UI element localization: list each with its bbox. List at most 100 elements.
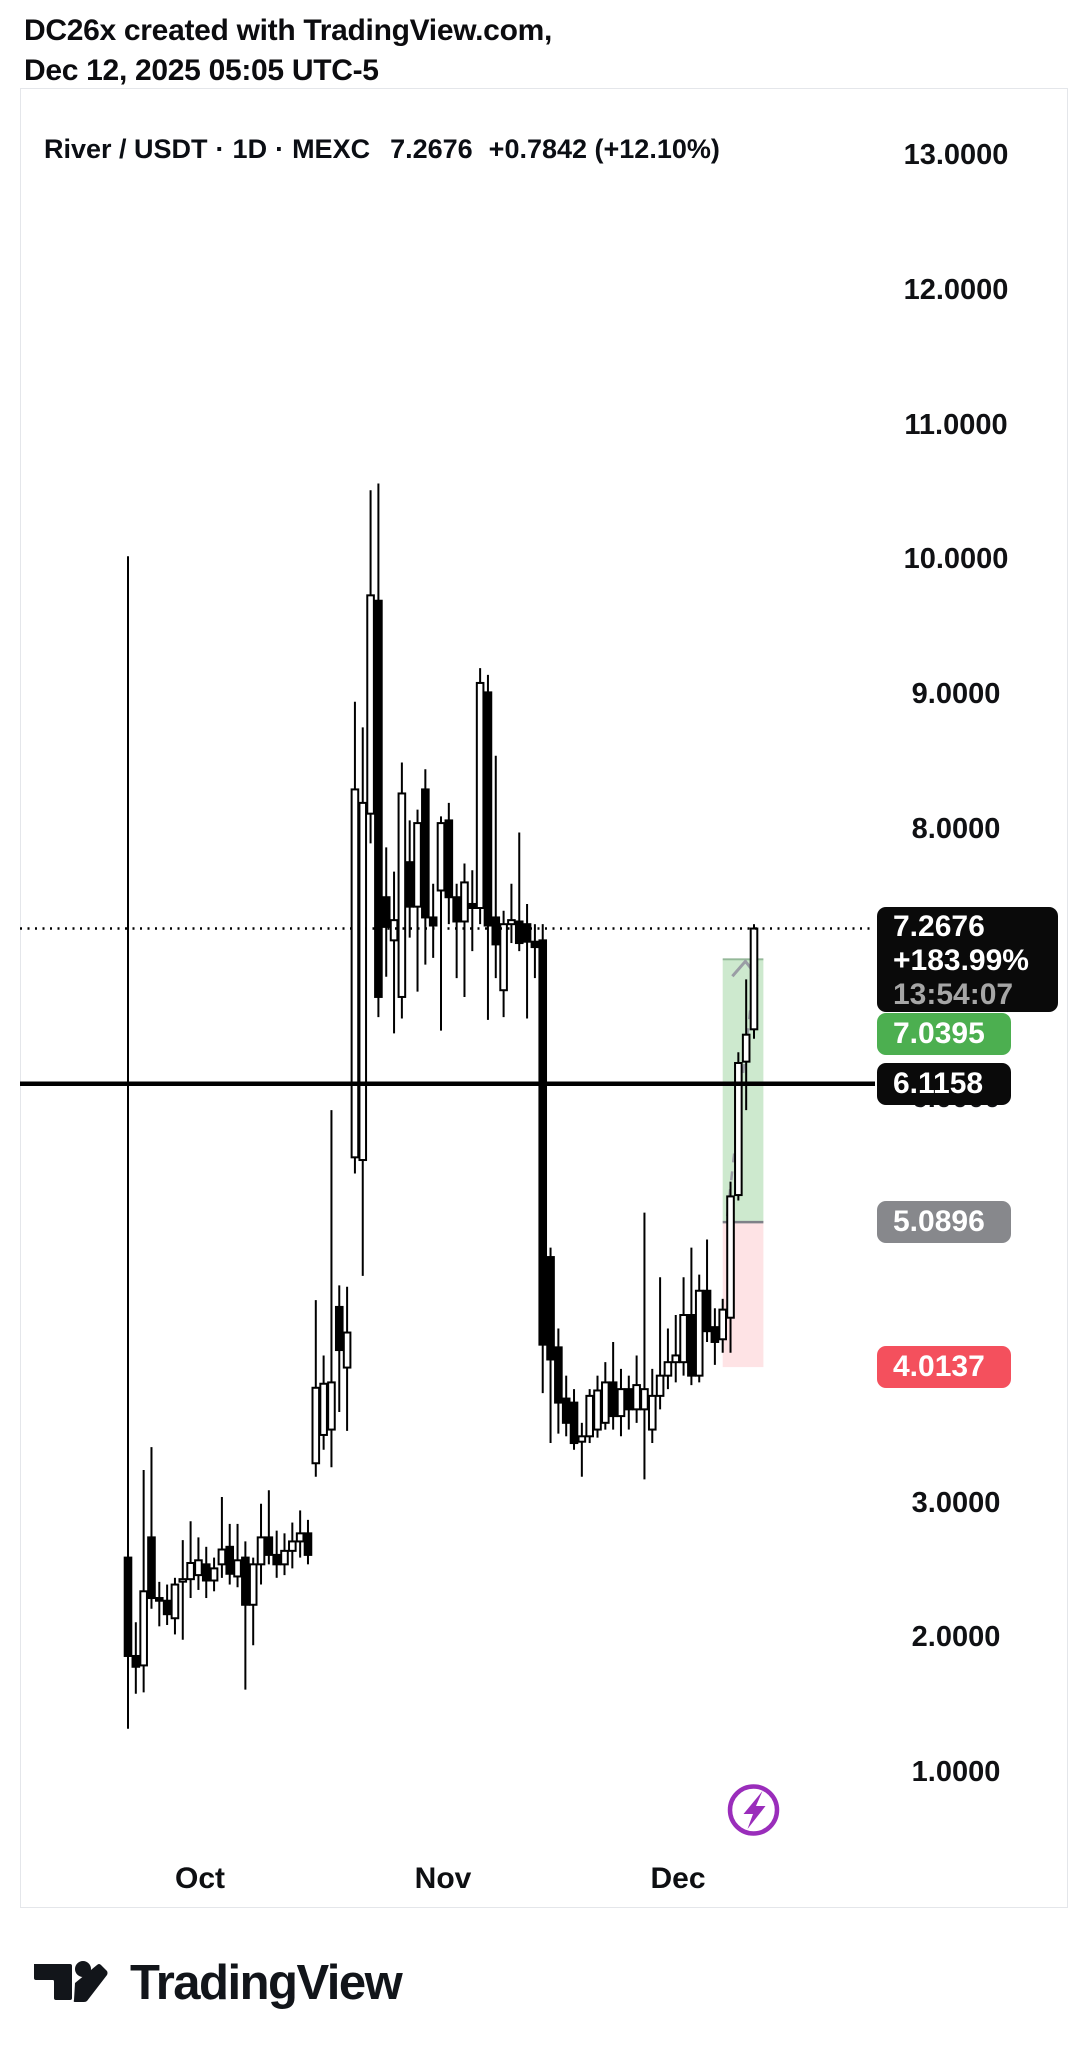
candle-body-up — [209, 1567, 219, 1582]
time-axis-label-dec: Dec — [650, 1862, 706, 1895]
candle-body-up — [640, 1388, 649, 1411]
candle-body-up — [655, 1374, 665, 1397]
candle-body-down — [483, 691, 493, 927]
attribution-line2: Dec 12, 2025 05:05 UTC-5 — [24, 54, 379, 87]
candle-body-down — [444, 819, 454, 899]
candle-body-up — [366, 594, 375, 815]
symbol-name[interactable]: River / USDT — [44, 134, 208, 164]
current-price-value: 7.2676 — [893, 910, 985, 944]
candle-body-up — [741, 1033, 751, 1063]
price-tick-label: 13.0000 — [903, 138, 1009, 171]
candle-body-up — [389, 919, 399, 942]
candle-body-down — [421, 788, 430, 919]
candle-body-up — [616, 1388, 626, 1418]
candle-body-down — [334, 1305, 344, 1352]
candle-body-down — [561, 1397, 571, 1424]
candle-body-up — [671, 1354, 681, 1364]
candle-body-up — [186, 1561, 195, 1581]
candle-body-up — [194, 1559, 203, 1577]
candle-body-up — [601, 1381, 610, 1424]
candle-body-up — [217, 1548, 227, 1566]
entry-price-badge: 5.0896 — [877, 1201, 1011, 1244]
candle-body-up — [319, 1382, 328, 1436]
candle-body-down — [155, 1597, 164, 1602]
candle-body-up — [248, 1563, 258, 1606]
candle-body-up — [311, 1386, 321, 1465]
candle-body-down — [702, 1289, 712, 1333]
candle-body-up — [327, 1381, 336, 1431]
candle-body-down — [405, 861, 414, 908]
candle-body-down — [147, 1536, 156, 1600]
candle-body-down — [522, 923, 532, 943]
candle-body-down — [162, 1599, 172, 1616]
candle-body-down — [624, 1388, 634, 1411]
candle-body-down — [569, 1401, 579, 1445]
candle-body-down — [687, 1314, 696, 1377]
candle-body-up — [499, 923, 508, 992]
price-tick-label: 10.0000 — [903, 543, 1009, 576]
tradingview-footer[interactable]: TradingView — [28, 1950, 403, 2016]
candle-body-up — [694, 1289, 704, 1377]
candle-body-up — [679, 1314, 688, 1364]
candle-body-down — [491, 916, 501, 946]
candle-body-up — [350, 788, 360, 1159]
stop-loss-price-badge: 4.0137 — [877, 1346, 1011, 1389]
candle-body-down — [554, 1346, 563, 1404]
candle-body-up — [342, 1331, 352, 1369]
price-tick-label: 9.0000 — [911, 678, 1001, 711]
legend-separator1: · — [215, 134, 225, 164]
take-profit-price-badge: 7.0395 — [877, 1013, 1011, 1056]
last-price-value: 7.2676 — [390, 134, 473, 164]
current-price-badge: 7.2676 +183.99% 13:54:07 — [877, 907, 1058, 1013]
candle-body-down — [381, 896, 391, 928]
candle-body-up — [170, 1583, 180, 1620]
candle-body-down — [303, 1532, 313, 1556]
attribution-line1: DC26x created with TradingView.com, — [24, 14, 553, 47]
boost-circle-icon[interactable] — [727, 1784, 780, 1836]
current-change-percent: +183.99% — [893, 944, 1029, 978]
legend-separator2: · — [275, 134, 285, 164]
bar-countdown-timer: 13:54:07 — [893, 978, 1014, 1012]
lightning-bolt-icon[interactable] — [743, 1791, 766, 1829]
candle-body-up — [178, 1578, 188, 1583]
candle-body-up — [718, 1308, 728, 1341]
price-tick-label: 12.0000 — [903, 273, 1009, 306]
candle-body-up — [632, 1384, 641, 1411]
candle-body-up — [295, 1532, 305, 1543]
chart-legend[interactable]: River / USDT · 1D · MEXC 7.2676 +0.7842 (+12.1… — [44, 134, 720, 165]
candle-body-up — [726, 1195, 735, 1319]
candle-body-down — [546, 1256, 555, 1361]
candle-body-up — [475, 681, 485, 910]
candle-body-up — [585, 1394, 594, 1438]
time-axis-label-nov: Nov — [414, 1862, 472, 1895]
avg-price-line-badge: 6.1158 — [877, 1062, 1011, 1105]
candle-body-down — [468, 902, 477, 910]
candle-body-down — [514, 920, 524, 945]
candle-body-up — [460, 881, 469, 923]
candle-body-down — [710, 1326, 720, 1343]
candle-body-up — [288, 1540, 297, 1552]
candle-body-down — [538, 939, 548, 1346]
candle-body-up — [233, 1559, 242, 1578]
price-tick-label: 8.0000 — [911, 812, 1001, 845]
candle-body-up — [139, 1590, 148, 1667]
candle-body-up — [734, 1061, 743, 1197]
time-axis-label-oct: Oct — [174, 1862, 225, 1895]
candle-body-up — [663, 1361, 673, 1377]
exchange-label[interactable]: MEXC — [292, 134, 371, 164]
candlestick-plot[interactable] — [20, 88, 1068, 1908]
candle-body-down — [428, 916, 438, 927]
candle-body-down — [264, 1536, 274, 1556]
candle-body-up — [507, 919, 516, 926]
price-tick-label: 11.0000 — [904, 408, 1008, 441]
candle-body-down — [452, 896, 461, 923]
candle-body-down — [123, 1556, 133, 1657]
candle-body-up — [397, 792, 407, 998]
tradingview-wordmark: TradingView — [130, 1956, 403, 2010]
candle-body-down — [374, 599, 383, 998]
interval-label[interactable]: 1D — [232, 134, 268, 164]
price-change-value: +0.7842 (+12.10%) — [488, 134, 720, 164]
price-tick-label: 3.0000 — [911, 1486, 1001, 1519]
candle-body-up — [256, 1536, 266, 1566]
